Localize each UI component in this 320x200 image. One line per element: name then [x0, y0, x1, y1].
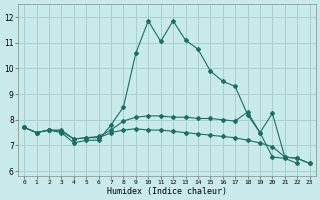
X-axis label: Humidex (Indice chaleur): Humidex (Indice chaleur) — [107, 187, 227, 196]
